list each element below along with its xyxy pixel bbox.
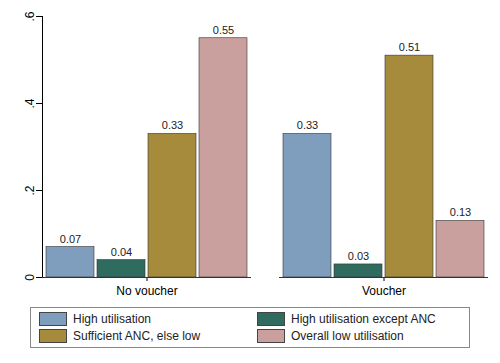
html-text:High utilisation: High utilisation	[73, 312, 151, 326]
svg-text:0.07: 0.07	[60, 233, 81, 245]
svg-text:0.13: 0.13	[450, 206, 471, 218]
svg-text:No voucher: No voucher	[116, 284, 177, 298]
svg-text:0.33: 0.33	[297, 119, 318, 131]
svg-text:0.33: 0.33	[162, 119, 183, 131]
svg-text:.6: .6	[23, 11, 37, 21]
svg-text:Voucher: Voucher	[362, 284, 406, 298]
html-text:Sufficient ANC, else low: Sufficient ANC, else low	[73, 329, 201, 343]
svg-text:.4: .4	[23, 98, 37, 108]
svg-text:.2: .2	[23, 185, 37, 195]
svg-text:0.55: 0.55	[213, 24, 234, 36]
svg-text:0.03: 0.03	[348, 250, 369, 262]
html-text:High utilisation except ANC: High utilisation except ANC	[291, 312, 436, 326]
svg-text:0.51: 0.51	[399, 41, 420, 53]
svg-text:0: 0	[23, 274, 37, 281]
svg-text:0.04: 0.04	[111, 246, 132, 258]
html-text:Overall low utilisation: Overall low utilisation	[291, 329, 404, 343]
